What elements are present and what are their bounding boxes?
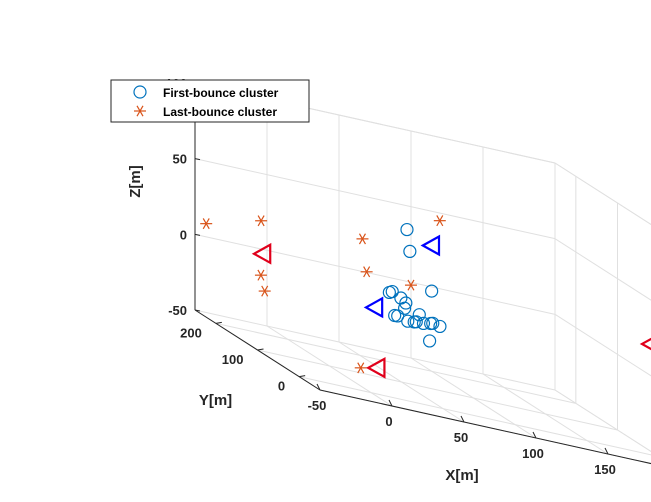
y-tick <box>299 375 306 378</box>
triangle-marker <box>363 296 384 319</box>
grid-layer <box>194 82 651 465</box>
last-bounce-marker <box>360 266 373 278</box>
x-tick <box>316 383 321 391</box>
grid-line-y-floor <box>215 322 576 404</box>
grid-line-y-floor <box>257 349 618 431</box>
z-tick-label: -50 <box>168 303 187 318</box>
x-tick-label: 50 <box>454 430 468 445</box>
grid-line-y-floor <box>299 376 651 456</box>
box-edge <box>319 389 651 465</box>
first-bounce-marker <box>398 301 412 315</box>
last-bounce-marker <box>433 215 446 227</box>
first-bounce-marker <box>423 334 437 348</box>
grid-line-z-side <box>554 313 651 377</box>
y-tick-label: 100 <box>222 352 244 367</box>
first-bounce-marker <box>403 244 417 259</box>
last-bounce-marker <box>404 279 417 291</box>
last-bounce-marker <box>258 285 271 297</box>
x-tick <box>532 431 537 439</box>
triangle-marker <box>639 337 651 351</box>
legend-circle-icon <box>133 85 147 99</box>
z-tick <box>194 158 201 161</box>
legend-label-first-bounce: First-bounce cluster <box>163 86 279 100</box>
grid-line-z-side <box>554 162 651 226</box>
legend-entries: First-bounce cluster Last-bounce cluster <box>133 85 279 119</box>
asterisk-stroke <box>407 279 415 291</box>
marks-layer <box>200 215 651 379</box>
x-tick <box>460 415 465 423</box>
last-bounce-marker <box>255 215 268 227</box>
grid-line-z-back <box>194 233 556 315</box>
asterisk-stroke <box>136 105 144 117</box>
labels-layer: -50050100-500501001502000100200X[m]Y[m]Z… <box>127 76 616 484</box>
asterisk-stroke <box>363 266 371 278</box>
first-bounce-marker <box>399 296 413 310</box>
asterisk-stroke <box>257 215 265 227</box>
asterisk-stroke <box>358 233 366 245</box>
z-tick <box>194 233 201 236</box>
x-tick <box>604 447 609 455</box>
x-tick-label: -50 <box>308 398 327 413</box>
x-axis-line <box>319 389 651 465</box>
last-bounce-marker <box>356 233 369 245</box>
first-bounce-marker <box>412 308 426 322</box>
asterisk-stroke <box>257 269 265 281</box>
grid-line-z-back <box>194 158 556 240</box>
last-bounce-marker <box>354 362 367 374</box>
z-tick-label: 50 <box>173 152 187 167</box>
first-bounce-marker <box>416 316 431 330</box>
first-bounce-marker <box>388 308 402 323</box>
box-edge <box>554 162 651 226</box>
x-tick-label: 100 <box>522 446 544 461</box>
x-tick-label: 150 <box>594 462 616 477</box>
grid-line-z-side <box>554 389 651 453</box>
legend-asterisk-icon <box>134 105 146 117</box>
triangle-marker <box>251 242 272 265</box>
triangle-marker <box>420 234 441 257</box>
first-bounce-marker <box>401 314 415 328</box>
last-bounce-marker <box>254 269 267 281</box>
y-tick-label: 200 <box>180 325 202 340</box>
y-tick <box>215 321 222 324</box>
legend-label-last-bounce: Last-bounce cluster <box>163 105 277 119</box>
z-axis-label: Z[m] <box>127 165 144 198</box>
grid-line-z-back <box>194 309 556 391</box>
triangle-marker <box>365 356 386 379</box>
first-bounce-marker <box>400 222 414 237</box>
x-tick-label: 0 <box>385 414 392 429</box>
first-bounce-marker <box>426 316 440 330</box>
z-tick <box>194 309 201 312</box>
first-bounce-marker <box>425 284 439 298</box>
first-bounce-marker <box>433 319 447 334</box>
y-tick <box>257 348 264 351</box>
asterisk-stroke <box>357 362 365 374</box>
last-bounce-marker <box>200 218 213 230</box>
axes-layer <box>194 82 651 465</box>
asterisk-stroke <box>436 215 444 227</box>
y-axis-label: Y[m] <box>199 392 232 409</box>
x-axis-label: X[m] <box>445 467 478 484</box>
first-bounce-marker <box>382 285 396 300</box>
first-bounce-marker <box>407 315 421 329</box>
y-tick-label: 0 <box>278 379 285 394</box>
grid-line-y-floor <box>319 389 651 465</box>
asterisk-stroke <box>202 218 210 230</box>
legend: First-bounce cluster Last-bounce cluster <box>110 79 310 123</box>
z-tick-label: 0 <box>180 227 187 242</box>
grid-line-z-side <box>554 238 651 301</box>
x-tick <box>388 399 393 407</box>
asterisk-stroke <box>261 285 269 297</box>
